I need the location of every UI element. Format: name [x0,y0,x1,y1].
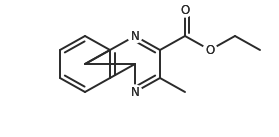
Circle shape [203,43,217,57]
Text: N: N [131,85,140,99]
Circle shape [178,3,192,17]
Text: O: O [205,44,215,56]
Text: N: N [131,29,140,42]
Text: O: O [205,44,215,56]
Circle shape [128,29,142,43]
Text: N: N [131,85,140,99]
Text: O: O [181,4,190,16]
Text: N: N [131,29,140,42]
Circle shape [128,85,142,99]
Text: O: O [181,4,190,16]
